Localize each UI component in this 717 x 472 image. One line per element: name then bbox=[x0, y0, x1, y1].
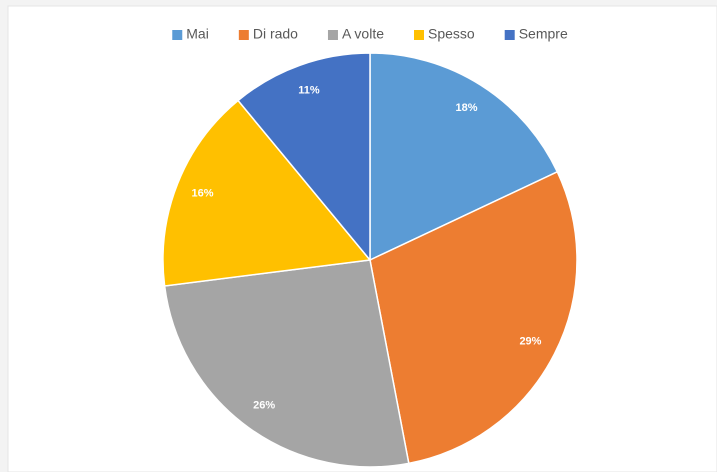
legend-swatch bbox=[327, 30, 338, 40]
legend-label: Sempre bbox=[519, 26, 568, 42]
pie-slice bbox=[236, 52, 371, 263]
legend-swatch bbox=[238, 30, 249, 40]
legend-label: Spesso bbox=[428, 26, 475, 42]
legend-swatch bbox=[504, 30, 515, 40]
pie-slice bbox=[162, 99, 372, 287]
slice-label: 16% bbox=[192, 188, 214, 200]
slice-label: 11% bbox=[298, 84, 320, 96]
legend-swatch bbox=[414, 30, 424, 40]
legend-swatch bbox=[172, 30, 183, 40]
pie-slice bbox=[163, 259, 410, 468]
pie-slice bbox=[369, 170, 578, 465]
slice-label: 26% bbox=[253, 400, 275, 412]
legend-label: Di rado bbox=[253, 26, 298, 42]
pie-slice bbox=[369, 52, 559, 262]
legend: Mai Di rado A volte Spesso Sempre bbox=[172, 26, 568, 42]
slice-label: 18% bbox=[455, 102, 477, 114]
legend-label: Mai bbox=[186, 26, 209, 42]
legend-label: A volte bbox=[342, 26, 384, 42]
slice-label: 29% bbox=[519, 336, 541, 348]
